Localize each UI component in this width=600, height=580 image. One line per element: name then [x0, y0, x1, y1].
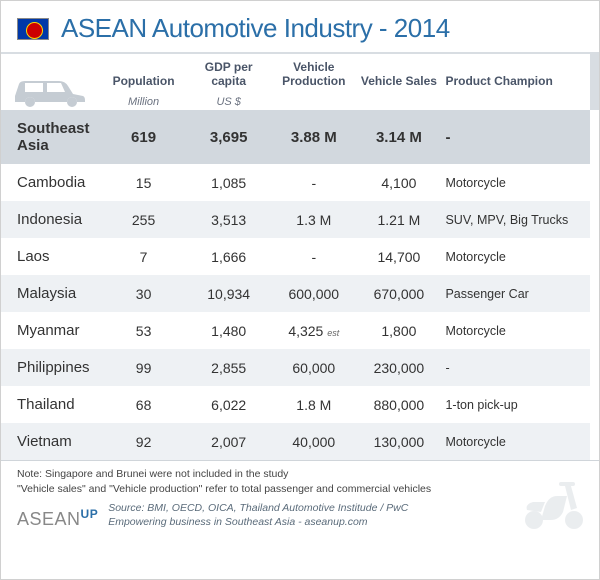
- cell-country: Malaysia: [1, 275, 101, 312]
- cell-champion: -: [441, 349, 590, 386]
- col-production: Vehicle Production: [271, 54, 356, 90]
- cell-gdp: 1,666: [186, 238, 271, 275]
- cell-population: 99: [101, 349, 186, 386]
- table-row: Southeast Asia6193,6953.88 M3.14 M-: [1, 110, 599, 164]
- cell-production: 1.3 M: [271, 201, 356, 238]
- cell-champion: -: [441, 110, 590, 164]
- logo-up: UP: [81, 507, 99, 521]
- note-line-1: Note: Singapore and Brunei were not incl…: [17, 467, 583, 482]
- table-row: Myanmar531,4804,325 est1,800Motorcycle: [1, 312, 599, 349]
- cell-sales: 130,000: [356, 423, 441, 460]
- cell-population: 92: [101, 423, 186, 460]
- cell-production: 4,325 est: [271, 312, 356, 349]
- cell-country: Southeast Asia: [1, 110, 101, 164]
- cell-gdp: 3,695: [186, 110, 271, 164]
- cell-country: Laos: [1, 238, 101, 275]
- sub-sales: [356, 90, 441, 110]
- cell-sales: 14,700: [356, 238, 441, 275]
- cell-champion: Motorcycle: [441, 238, 590, 275]
- car-icon: [1, 54, 101, 110]
- sub-champion: [441, 90, 590, 110]
- cell-sales: 4,100: [356, 164, 441, 201]
- cell-sales: 230,000: [356, 349, 441, 386]
- cell-population: 30: [101, 275, 186, 312]
- cell-population: 15: [101, 164, 186, 201]
- asean-flag-icon: [17, 18, 49, 40]
- col-gdp: GDP per capita: [186, 54, 271, 90]
- col-population: Population: [101, 54, 186, 90]
- sub-gdp: US $: [186, 90, 271, 110]
- cell-gdp: 6,022: [186, 386, 271, 423]
- table-row: Malaysia3010,934600,000670,000Passenger …: [1, 275, 599, 312]
- table-row: Laos71,666-14,700Motorcycle: [1, 238, 599, 275]
- cell-population: 255: [101, 201, 186, 238]
- table-row: Philippines992,85560,000230,000-: [1, 349, 599, 386]
- sub-production: [271, 90, 356, 110]
- sub-population: Million: [101, 90, 186, 110]
- edge-stripe: [590, 54, 599, 110]
- cell-gdp: 2,007: [186, 423, 271, 460]
- source-text: Source: BMI, OECD, OICA, Thailand Automo…: [108, 502, 408, 516]
- page-title: ASEAN Automotive Industry - 2014: [61, 13, 450, 44]
- table-row: Thailand686,0221.8 M880,0001-ton pick-up: [1, 386, 599, 423]
- cell-country: Vietnam: [1, 423, 101, 460]
- cell-country: Philippines: [1, 349, 101, 386]
- cell-champion: 1-ton pick-up: [441, 386, 590, 423]
- cell-champion: Passenger Car: [441, 275, 590, 312]
- logo-main: ASEAN: [17, 509, 81, 529]
- header: ASEAN Automotive Industry - 2014: [1, 1, 599, 54]
- cell-champion: SUV, MPV, Big Trucks: [441, 201, 590, 238]
- cell-population: 68: [101, 386, 186, 423]
- cell-country: Myanmar: [1, 312, 101, 349]
- cell-production: 600,000: [271, 275, 356, 312]
- cell-production: -: [271, 164, 356, 201]
- cell-population: 7: [101, 238, 186, 275]
- col-champion: Product Champion: [441, 54, 590, 90]
- col-sales: Vehicle Sales: [356, 54, 441, 90]
- scooter-icon: [519, 476, 589, 530]
- cell-population: 53: [101, 312, 186, 349]
- cell-production: -: [271, 238, 356, 275]
- cell-champion: Motorcycle: [441, 312, 590, 349]
- cell-gdp: 1,480: [186, 312, 271, 349]
- cell-country: Cambodia: [1, 164, 101, 201]
- cell-champion: Motorcycle: [441, 164, 590, 201]
- note-line-2: "Vehicle sales" and "Vehicle production"…: [17, 482, 583, 497]
- cell-population: 619: [101, 110, 186, 164]
- source-row: ASEANUP Source: BMI, OECD, OICA, Thailan…: [17, 502, 583, 529]
- cell-country: Thailand: [1, 386, 101, 423]
- table-row: Indonesia2553,5131.3 M1.21 MSUV, MPV, Bi…: [1, 201, 599, 238]
- cell-gdp: 10,934: [186, 275, 271, 312]
- cell-country: Indonesia: [1, 201, 101, 238]
- automotive-table: Population GDP per capita Vehicle Produc…: [1, 54, 599, 460]
- aseanup-logo: ASEANUP: [17, 507, 98, 530]
- cell-gdp: 1,085: [186, 164, 271, 201]
- cell-production: 60,000: [271, 349, 356, 386]
- cell-production: 40,000: [271, 423, 356, 460]
- cell-sales: 880,000: [356, 386, 441, 423]
- table-header-row: Population GDP per capita Vehicle Produc…: [1, 54, 599, 90]
- cell-production: 3.88 M: [271, 110, 356, 164]
- cell-champion: Motorcycle: [441, 423, 590, 460]
- cell-sales: 1,800: [356, 312, 441, 349]
- cell-sales: 670,000: [356, 275, 441, 312]
- tagline-text: Empowering business in Southeast Asia - …: [108, 516, 408, 530]
- cell-sales: 1.21 M: [356, 201, 441, 238]
- cell-production: 1.8 M: [271, 386, 356, 423]
- table-row: Cambodia151,085-4,100Motorcycle: [1, 164, 599, 201]
- source-block: Source: BMI, OECD, OICA, Thailand Automo…: [108, 502, 408, 529]
- cell-gdp: 3,513: [186, 201, 271, 238]
- footer: Note: Singapore and Brunei were not incl…: [1, 460, 599, 534]
- cell-gdp: 2,855: [186, 349, 271, 386]
- infographic-card: ASEAN Automotive Industry - 2014 Populat…: [0, 0, 600, 580]
- cell-sales: 3.14 M: [356, 110, 441, 164]
- table-row: Vietnam922,00740,000130,000Motorcycle: [1, 423, 599, 460]
